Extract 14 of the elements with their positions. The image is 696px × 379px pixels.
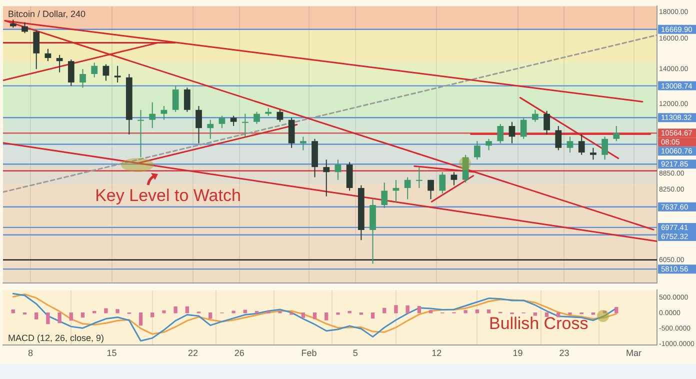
- text: MACD (12, 26, close, 9): [8, 333, 104, 344]
- x-tick-label: Feb: [301, 348, 317, 358]
- x-tick-label: 8: [28, 348, 34, 358]
- x-tick-label: 23: [559, 348, 570, 358]
- x-tick-label: 15: [106, 348, 117, 358]
- x-tick-label: Mar: [626, 348, 642, 358]
- x-tick-label: 5: [352, 348, 358, 358]
- x-tick-label: 12: [432, 348, 442, 358]
- x-tick-label: 26: [234, 348, 244, 358]
- annotation: Key Level to Watch: [95, 186, 241, 205]
- x-tick-label: 22: [188, 348, 198, 358]
- annotation: Bullish Cross: [489, 314, 588, 333]
- x-tick-label: 19: [512, 348, 523, 358]
- chart-title: Bitcoin / Dollar, 240: [8, 9, 86, 20]
